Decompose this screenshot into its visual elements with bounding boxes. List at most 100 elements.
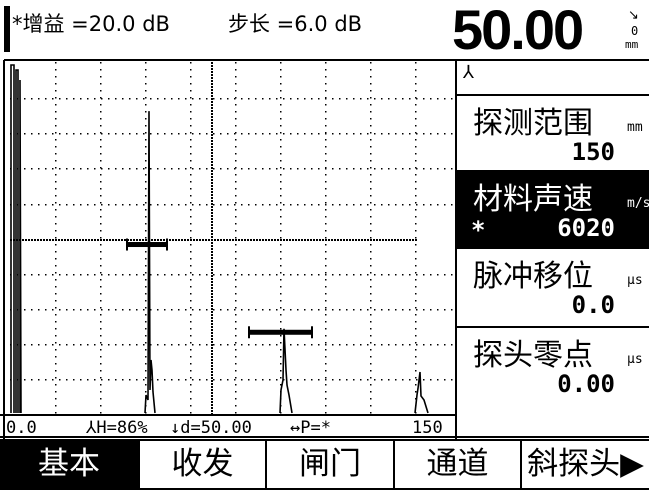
grid-dot bbox=[190, 335, 192, 337]
grid-center-horizontal bbox=[88, 239, 90, 241]
grid-center-horizontal bbox=[223, 239, 225, 241]
grid-dot bbox=[100, 223, 102, 225]
param-value: 0.0 bbox=[571, 291, 615, 319]
frame-lines bbox=[0, 59, 649, 490]
grid-dot bbox=[370, 62, 372, 64]
grid-dot bbox=[430, 309, 432, 311]
grid-center-horizontal bbox=[112, 239, 114, 241]
grid-dot bbox=[395, 344, 397, 346]
grid-center-horizontal bbox=[301, 239, 303, 241]
menu-tab[interactable]: 闸门 bbox=[265, 440, 393, 488]
grid-dot bbox=[248, 344, 250, 346]
grid-dot bbox=[415, 363, 417, 365]
param-item[interactable]: 材料声速 m/s * 6020 bbox=[457, 170, 649, 248]
grid-dot bbox=[31, 168, 33, 170]
grid-dot bbox=[38, 379, 40, 381]
grid-dot bbox=[304, 133, 306, 135]
grid-dot bbox=[367, 204, 369, 206]
grid-center-horizontal bbox=[28, 239, 30, 241]
grid-center-vertical bbox=[211, 212, 213, 214]
grid-center-horizontal bbox=[187, 239, 189, 241]
grid-dot bbox=[325, 251, 327, 253]
grid-dot bbox=[115, 168, 117, 170]
grid-dot bbox=[55, 216, 57, 218]
grid-dot bbox=[192, 309, 194, 311]
grid-dot bbox=[115, 274, 117, 276]
grid-dot bbox=[66, 204, 68, 206]
grid-dot bbox=[325, 279, 327, 281]
grid-dot bbox=[59, 379, 61, 381]
grid-dot bbox=[55, 307, 57, 309]
param-item[interactable]: 脉冲移位 μs 0.0 bbox=[457, 247, 649, 325]
grid-dot bbox=[234, 344, 236, 346]
grid-dot bbox=[55, 125, 57, 127]
menu-tab[interactable]: 收发 bbox=[138, 440, 265, 488]
grid-dot bbox=[190, 139, 192, 141]
grid-center-vertical bbox=[211, 194, 213, 196]
grid-dot bbox=[145, 69, 147, 71]
grid-dot bbox=[339, 133, 341, 135]
grid-dot bbox=[199, 98, 201, 100]
grid-dot bbox=[59, 98, 61, 100]
grid-dot bbox=[143, 309, 145, 311]
grid-dot bbox=[45, 274, 47, 276]
grid-dot bbox=[145, 209, 147, 211]
grid-dot bbox=[388, 168, 390, 170]
grid-dot bbox=[280, 244, 282, 246]
grid-dot bbox=[280, 363, 282, 365]
grid-dot bbox=[415, 377, 417, 379]
grid-dot bbox=[437, 204, 439, 206]
grid-center-horizontal bbox=[415, 239, 417, 241]
grid-dot bbox=[52, 274, 54, 276]
menu-tab[interactable]: 基本 bbox=[0, 440, 138, 488]
grid-dot bbox=[55, 293, 57, 295]
grid-dot bbox=[80, 204, 82, 206]
grid-dot bbox=[122, 309, 124, 311]
grid-dot bbox=[280, 69, 282, 71]
grid-dot bbox=[235, 286, 237, 288]
grid-dot bbox=[190, 223, 192, 225]
grid-dot bbox=[346, 309, 348, 311]
grid-center-vertical bbox=[211, 128, 213, 130]
grid-dot bbox=[108, 204, 110, 206]
grid-lines bbox=[10, 62, 453, 415]
grid-dot bbox=[280, 160, 282, 162]
grid-dot bbox=[262, 133, 264, 135]
grid-dot bbox=[311, 274, 313, 276]
grid-dot bbox=[55, 279, 57, 281]
grid-center-horizontal bbox=[67, 239, 69, 241]
grid-center-vertical bbox=[211, 329, 213, 331]
grid-dot bbox=[370, 181, 372, 183]
grid-dot bbox=[311, 168, 313, 170]
param-item[interactable]: 探测范围 mm 150 bbox=[457, 94, 649, 172]
grid-dot bbox=[80, 309, 82, 311]
grid-dot bbox=[87, 309, 89, 311]
grid-dot bbox=[38, 309, 40, 311]
grid-dot bbox=[108, 98, 110, 100]
grid-dot bbox=[280, 118, 282, 120]
grid-dot bbox=[423, 133, 425, 135]
grid-dot bbox=[185, 98, 187, 100]
menu-tab[interactable]: 斜探头▶ bbox=[520, 440, 649, 488]
grid-dot bbox=[190, 384, 192, 386]
grid-dot bbox=[280, 265, 282, 267]
grid-dot bbox=[437, 133, 439, 135]
grid-dot bbox=[255, 344, 257, 346]
grid-center-horizontal bbox=[391, 239, 393, 241]
grid-dot bbox=[444, 133, 446, 135]
grid-dot bbox=[339, 274, 341, 276]
grid-dot bbox=[100, 391, 102, 393]
grid-dot bbox=[235, 209, 237, 211]
grid-center-vertical bbox=[211, 395, 213, 397]
grid-dot bbox=[145, 230, 147, 232]
param-item[interactable]: 探头零点 μs 0.00 bbox=[457, 326, 649, 404]
grid-dot bbox=[325, 146, 327, 148]
grid-dot bbox=[38, 344, 40, 346]
grid-dot bbox=[100, 300, 102, 302]
grid-dot bbox=[235, 223, 237, 225]
grid-center-horizontal bbox=[412, 239, 414, 241]
grid-dot bbox=[370, 216, 372, 218]
menu-tab[interactable]: 通道 bbox=[393, 440, 520, 488]
grid-dot bbox=[370, 398, 372, 400]
param-label: 探测范围 bbox=[473, 106, 593, 141]
